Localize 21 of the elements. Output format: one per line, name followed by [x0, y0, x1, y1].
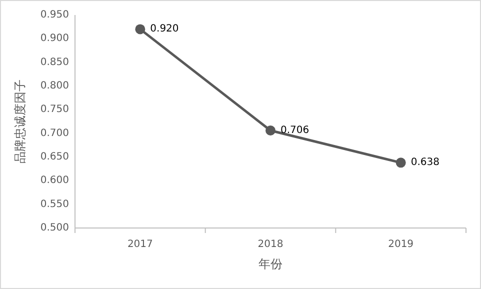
y-axis-title: 品牌忠诚度因子: [13, 80, 27, 164]
data-label: 0.706: [280, 124, 310, 136]
data-label: 0.920: [150, 24, 179, 35]
x-tick-label: 2018: [258, 239, 284, 250]
x-tick-label: 2019: [388, 239, 414, 250]
y-tick-label: 0.850: [40, 56, 69, 68]
y-tick-label: 0.750: [40, 104, 69, 116]
point: [396, 158, 406, 168]
y-tick-label: 0.800: [40, 80, 69, 92]
x-axis-title: 年份: [258, 257, 282, 271]
y-tick-label: 0.600: [40, 175, 69, 186]
y-tick-label: 0.650: [40, 152, 69, 162]
y-tick-label: 0.550: [40, 198, 69, 210]
point: [266, 125, 276, 136]
point: [135, 24, 146, 34]
y-tick-label: 0.900: [40, 33, 69, 44]
x-tick-label: 2017: [127, 239, 153, 250]
y-tick-label: 0.950: [40, 10, 69, 20]
data-label: 0.638: [410, 157, 440, 168]
y-tick-label: 0.700: [40, 128, 69, 139]
y-tick-label: 0.500: [40, 222, 69, 234]
